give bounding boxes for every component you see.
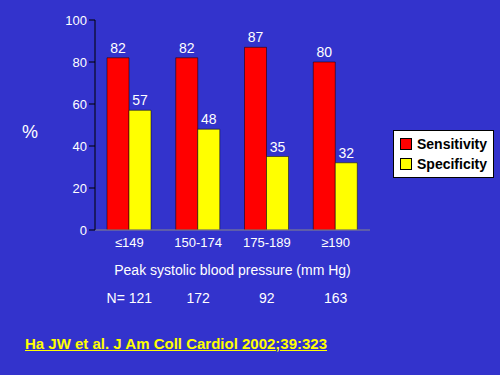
- svg-text:40: 40: [73, 139, 87, 154]
- svg-text:82: 82: [179, 40, 195, 56]
- svg-text:57: 57: [132, 92, 148, 108]
- svg-text:80: 80: [316, 44, 332, 60]
- svg-text:48: 48: [201, 111, 217, 127]
- html-text:92: 92: [259, 290, 275, 306]
- svg-text:82: 82: [110, 40, 126, 56]
- svg-text:60: 60: [73, 97, 87, 112]
- html-text:Ha JW et al. J Am Coll Cardiol: Ha JW et al. J Am Coll Cardiol 2002;39:3…: [25, 335, 328, 352]
- svg-text:≥190: ≥190: [321, 235, 350, 250]
- html-text:Sensitivity: Sensitivity: [417, 136, 487, 152]
- svg-text:32: 32: [338, 145, 354, 161]
- svg-text:175-189: 175-189: [243, 235, 291, 250]
- html-text:163: 163: [323, 290, 348, 306]
- svg-text:80: 80: [73, 55, 87, 70]
- html-text:Specificity: Specificity: [417, 156, 487, 172]
- html-text:172: 172: [186, 290, 210, 306]
- svg-text:100: 100: [65, 13, 87, 28]
- svg-text:35: 35: [270, 139, 286, 155]
- svg-text:20: 20: [73, 181, 87, 196]
- svg-text:≤149: ≤149: [115, 235, 144, 250]
- html-text:N= 121: N= 121: [106, 290, 153, 306]
- svg-text:0: 0: [80, 223, 87, 238]
- svg-text:150-174: 150-174: [174, 235, 222, 250]
- svg-text:87: 87: [248, 29, 264, 45]
- svg-text:Peak systolic blood pressure (: Peak systolic blood pressure (mm Hg): [114, 262, 351, 278]
